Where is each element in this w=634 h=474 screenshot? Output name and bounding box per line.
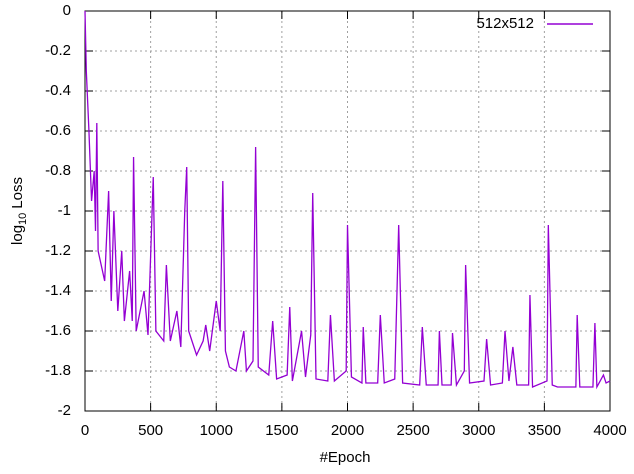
x-tick-label: 1500 bbox=[265, 422, 298, 439]
x-tick-label: 2000 bbox=[331, 422, 364, 439]
legend-label: 512x512 bbox=[476, 15, 534, 32]
y-tick-label: -0.4 bbox=[45, 82, 71, 99]
y-tick-label: -1.4 bbox=[45, 282, 71, 299]
x-tick-label: 3500 bbox=[528, 422, 561, 439]
y-tick-label: 0 bbox=[63, 2, 71, 19]
y-label-suffix: Loss bbox=[9, 177, 26, 209]
y-tick-label: -0.8 bbox=[45, 162, 71, 179]
y-label-base: log bbox=[9, 225, 26, 245]
x-tick-label: 4000 bbox=[593, 422, 626, 439]
x-tick-label: 3000 bbox=[462, 422, 495, 439]
y-tick-label: -1 bbox=[58, 202, 71, 219]
x-tick-label: 500 bbox=[138, 422, 163, 439]
y-label-subscript: 10 bbox=[17, 213, 29, 225]
x-tick-label: 2500 bbox=[396, 422, 429, 439]
y-tick-label: -1.2 bbox=[45, 242, 71, 259]
y-tick-label: -0.2 bbox=[45, 42, 71, 59]
data-line bbox=[84, 10, 611, 390]
x-tick-label: 0 bbox=[81, 422, 89, 439]
x-axis-label: #Epoch bbox=[320, 449, 371, 466]
plot-frame bbox=[84, 10, 611, 412]
y-tick-label: -2 bbox=[58, 402, 71, 419]
y-tick-label: -1.8 bbox=[45, 362, 71, 379]
y-tick-label: -0.6 bbox=[45, 122, 71, 139]
x-tick-label: 1000 bbox=[200, 422, 233, 439]
y-axis-label: log10 Loss bbox=[9, 177, 29, 245]
y-tick-label: -1.6 bbox=[45, 322, 71, 339]
